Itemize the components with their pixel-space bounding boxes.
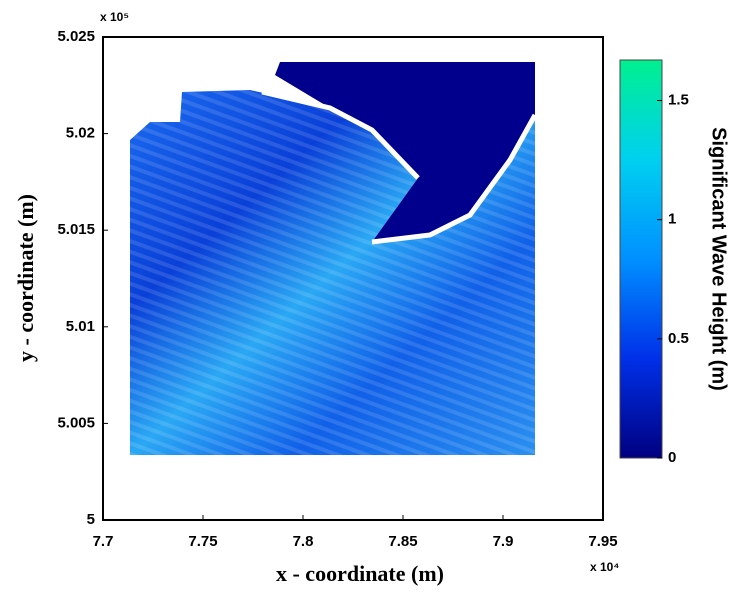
- x-tick-label: 7.9: [493, 533, 514, 550]
- wave-field: [130, 62, 538, 455]
- colorbar-tick-label: 0: [668, 449, 676, 466]
- colorbar: [619, 59, 663, 459]
- colorbar-title: Significant Wave Height (m): [708, 127, 730, 391]
- plot-frame: [102, 36, 604, 521]
- x-tick-label: 7.7: [93, 533, 114, 550]
- y-tick-label: 5.015: [57, 221, 95, 238]
- colorbar-tick-label: 0.5: [668, 330, 689, 347]
- x-tick-label: 7.8: [293, 533, 314, 550]
- x-axis-title: x - coordinate (m): [276, 561, 444, 586]
- y-tick-label: 5.025: [57, 28, 95, 45]
- y-tick-label: 5.02: [66, 125, 95, 142]
- x-tick-label: 7.75: [188, 533, 217, 550]
- y-axis-title: y - coordinate (m): [13, 194, 38, 362]
- colorbar-tick-label: 1: [668, 211, 676, 228]
- y-tick-label: 5.01: [66, 318, 95, 335]
- x-tick-label: 7.85: [388, 533, 417, 550]
- y-tick-label: 5: [87, 511, 95, 528]
- y-multiplier: x 10⁵: [100, 10, 129, 24]
- x-multiplier: x 10⁴: [590, 560, 619, 574]
- y-tick-label: 5.005: [57, 414, 95, 431]
- colorbar-tick-label: 1.5: [668, 91, 689, 108]
- x-tick-label: 7.95: [588, 533, 617, 550]
